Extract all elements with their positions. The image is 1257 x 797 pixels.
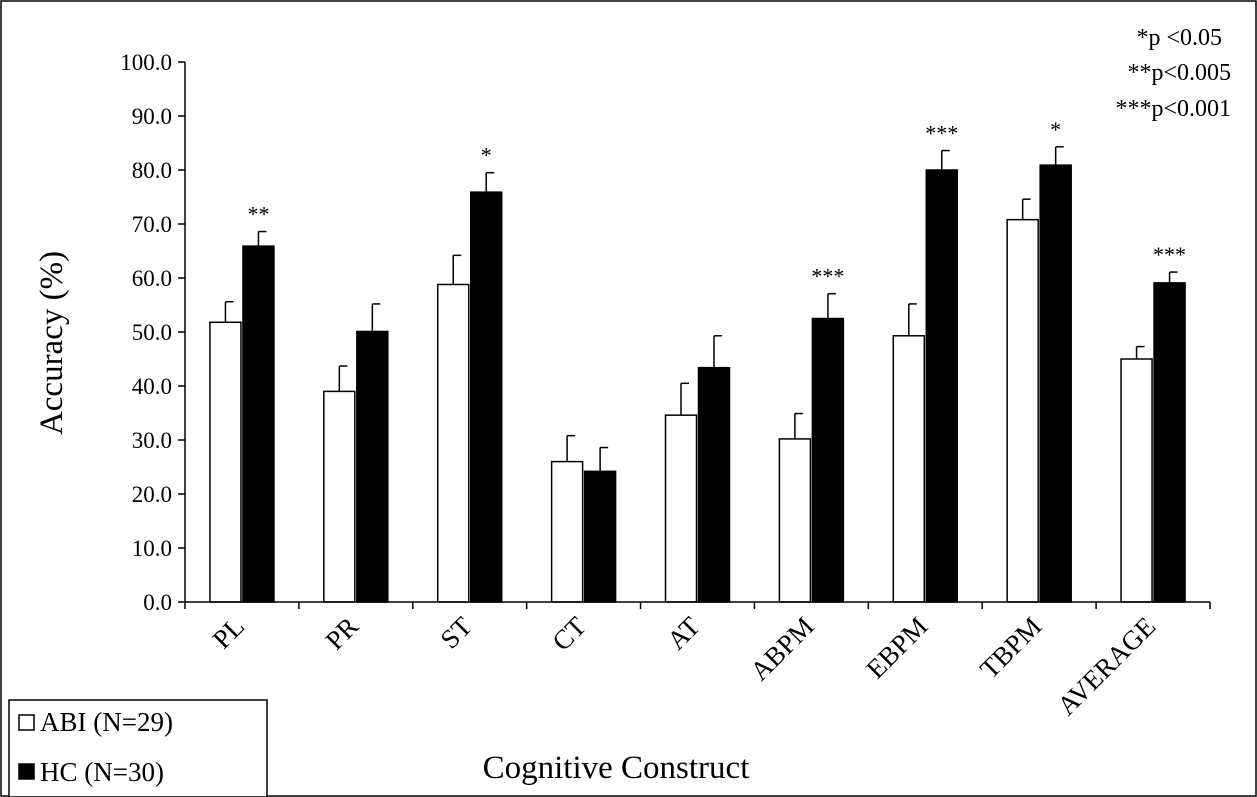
bar-abi-ebpm (892, 335, 926, 603)
bar-hc-abpm (811, 317, 845, 603)
significance-key-item: ***p<0.001 (1115, 96, 1231, 122)
y-tick-label: 60.0 (132, 266, 172, 291)
y-tick-label: 100.0 (120, 50, 172, 75)
bar-abi-at (664, 414, 698, 603)
legend-box (8, 699, 268, 797)
y-tick-label: 30.0 (132, 428, 172, 453)
y-tick-label: 10.0 (132, 536, 172, 561)
bar-hc-at (697, 366, 731, 603)
significance-key-item: **p<0.005 (1127, 60, 1231, 86)
bar-abi-tbpm (1006, 218, 1039, 603)
y-tick-label: 90.0 (132, 104, 172, 129)
bar-hc-tbpm (1039, 164, 1072, 603)
y-tick-label: 20.0 (132, 482, 172, 507)
significance-marker-pl: ** (247, 202, 269, 227)
significance-key-item: *p <0.05 (1136, 25, 1222, 51)
x-axis-title: Cognitive Construct (483, 750, 750, 786)
bar-hc-ct (583, 470, 617, 603)
y-axis-title: Accuracy (%) (34, 251, 70, 435)
bar-abi-pr (323, 390, 356, 603)
legend-swatch-abi (18, 714, 35, 731)
bar-abi-ct (550, 460, 584, 603)
bar-hc-st (469, 191, 503, 603)
legend-label-hc: HC (N=30) (40, 757, 164, 787)
y-tick-label: 40.0 (132, 374, 172, 399)
y-tick-label: 50.0 (132, 320, 172, 345)
significance-marker-ebpm: *** (925, 121, 958, 146)
bar-hc-pl (242, 245, 275, 603)
bar-abi-abpm (778, 438, 812, 603)
bar-hc-pr (356, 330, 389, 603)
y-tick-label: 70.0 (132, 212, 172, 237)
bar-abi-st (436, 283, 470, 603)
y-tick-label: 80.0 (132, 158, 172, 183)
legend-label-abi: ABI (N=29) (40, 707, 173, 737)
bar-hc-ebpm (925, 169, 959, 603)
legend-swatch-hc (18, 763, 35, 780)
legend: ABI (N=29) HC (N=30) (8, 699, 268, 797)
significance-marker-average: *** (1153, 242, 1186, 267)
significance-marker-st: * (481, 143, 492, 168)
significance-key: *p <0.05 **p<0.005 ***p<0.001 (1115, 25, 1231, 122)
bar-abi-average (1120, 358, 1153, 603)
significance-marker-tbpm: * (1050, 117, 1061, 142)
bar-abi-pl (209, 321, 242, 603)
y-tick-label: 0.0 (143, 590, 172, 615)
significance-marker-abpm: *** (811, 264, 844, 289)
bar-hc-average (1153, 282, 1186, 603)
